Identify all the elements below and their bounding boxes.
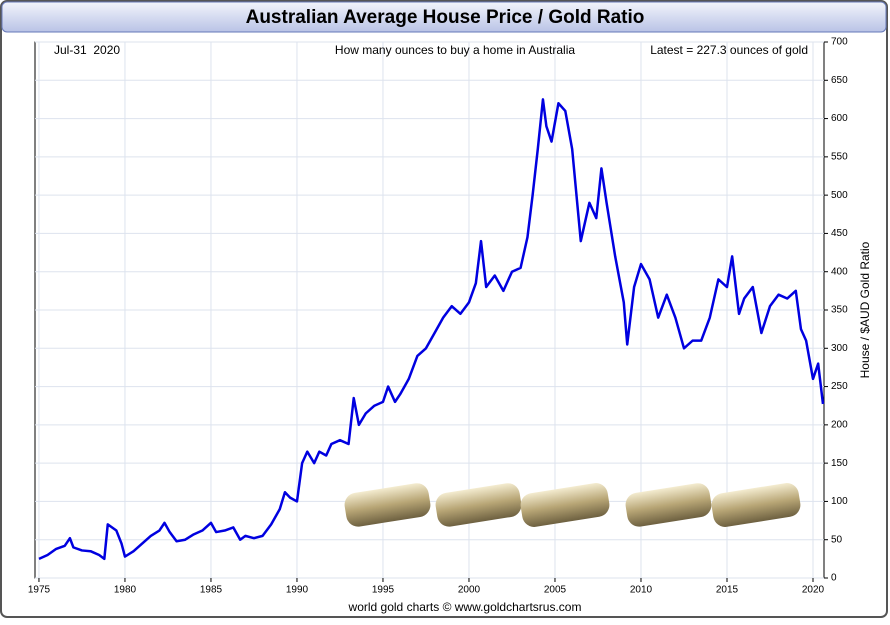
y-tick-label: 350 xyxy=(831,305,848,316)
annotation: Latest = 227.3 ounces of gold xyxy=(650,43,808,57)
y-tick-label: 300 xyxy=(831,343,848,354)
y-tick-label: 50 xyxy=(831,534,843,545)
y-tick-label: 650 xyxy=(831,75,848,86)
y-axis-label: House / $AUD Gold Ratio xyxy=(858,241,872,378)
y-tick-label: 150 xyxy=(831,458,848,469)
header xyxy=(1,1,887,33)
y-tick-label: 200 xyxy=(831,419,848,430)
y-tick-label: 0 xyxy=(831,573,837,584)
x-tick-label: 1990 xyxy=(286,585,309,596)
x-tick-label: 1985 xyxy=(200,585,223,596)
y-tick-label: 100 xyxy=(831,496,848,507)
coin-rolls xyxy=(344,483,801,527)
x-tick-label: 1980 xyxy=(114,585,137,596)
x-tick-label: 2010 xyxy=(630,585,653,596)
x-tick-label: 2020 xyxy=(802,585,825,596)
y-tick-label: 700 xyxy=(831,37,848,48)
y-tick-label: 600 xyxy=(831,113,848,124)
x-tick-label: 2000 xyxy=(458,585,481,596)
y-tick-label: 450 xyxy=(831,228,848,239)
y-tick-label: 250 xyxy=(831,381,848,392)
x-tick-label: 2015 xyxy=(716,585,739,596)
subtitle: How many ounces to buy a home in Austral… xyxy=(335,43,575,57)
y-tick-label: 500 xyxy=(831,190,848,201)
x-tick-label: 2005 xyxy=(544,585,567,596)
y-tick-label: 400 xyxy=(831,266,848,277)
date-label: Jul-31 2020 xyxy=(54,43,120,57)
y-tick-label: 550 xyxy=(831,151,848,162)
x-tick-label: 1995 xyxy=(372,585,395,596)
data-line xyxy=(38,98,825,561)
x-tick-label: 1975 xyxy=(28,585,51,596)
footer: world gold charts © www.goldchartsrus.co… xyxy=(348,600,582,614)
chart-title: Australian Average House Price / Gold Ra… xyxy=(246,7,645,28)
